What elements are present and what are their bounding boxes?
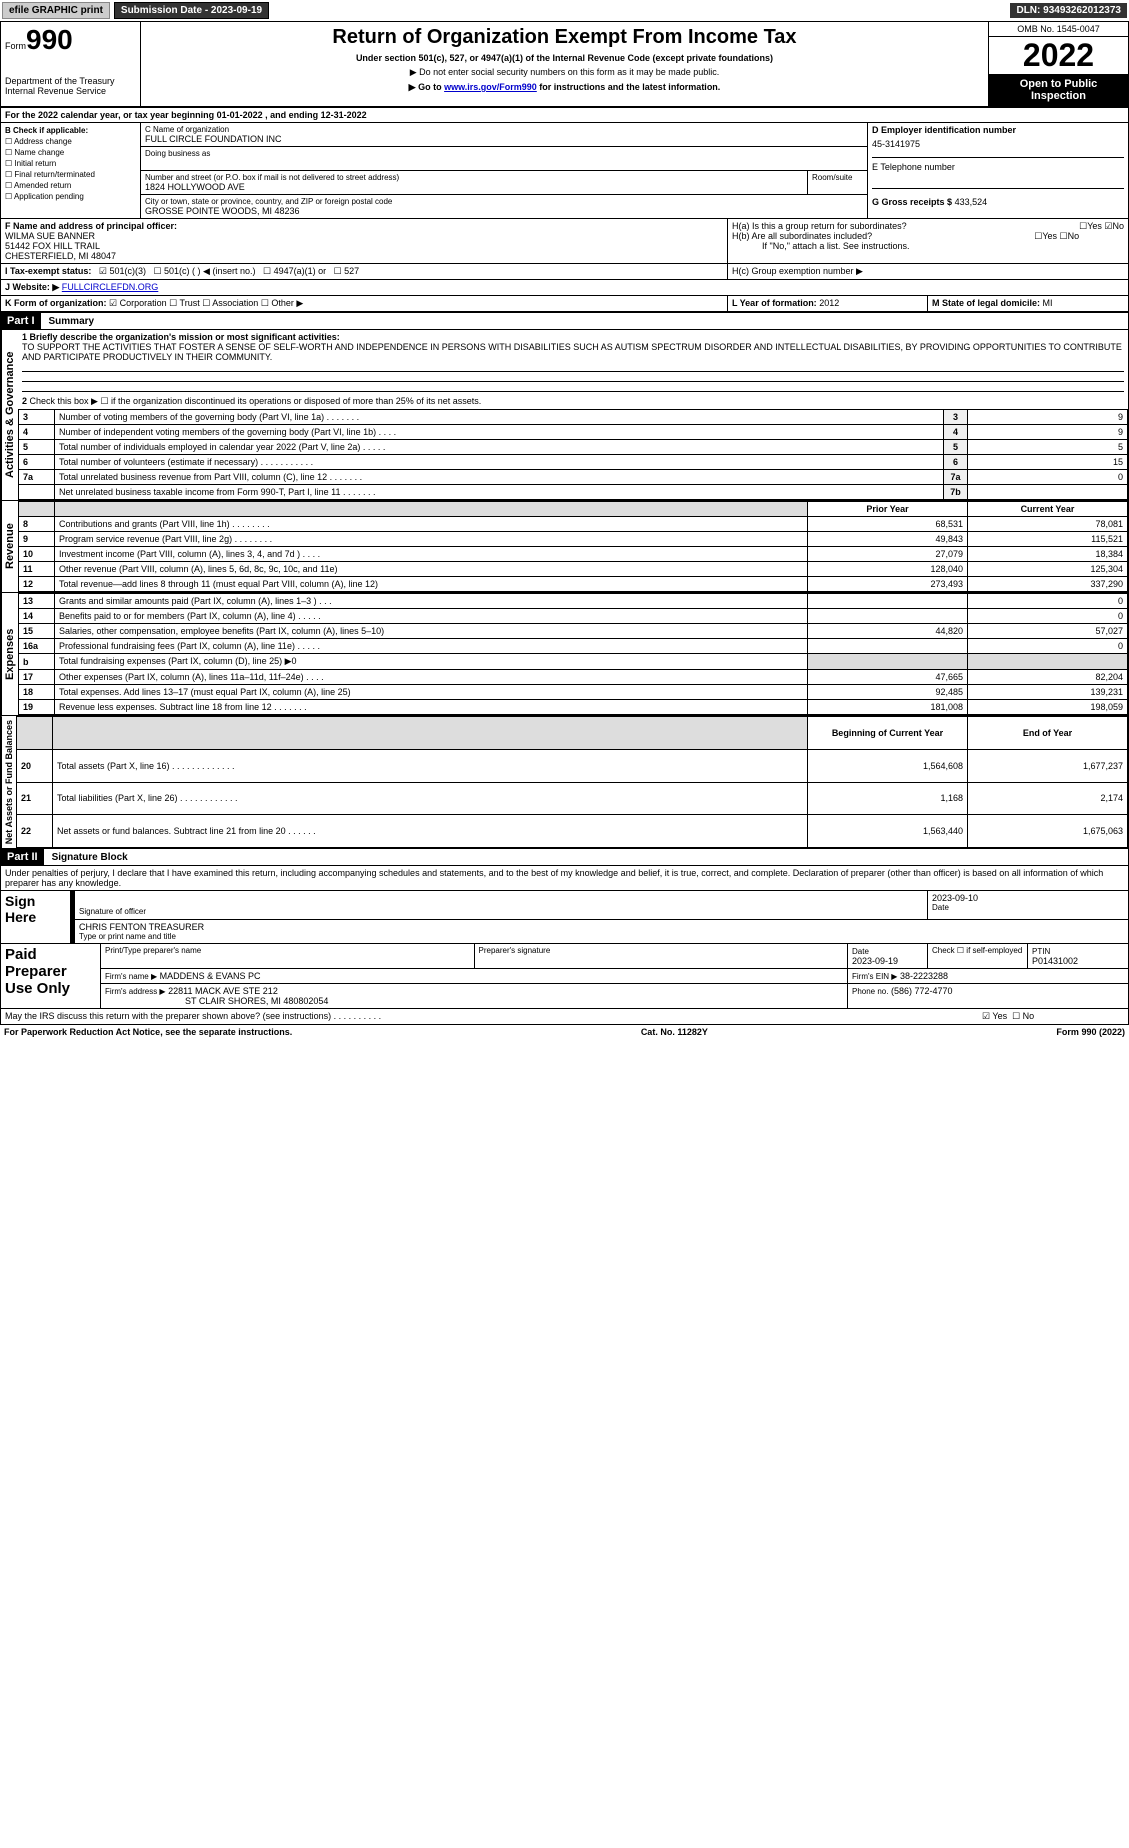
year-box: OMB No. 1545-0047 2022 Open to Public In… — [988, 22, 1128, 106]
section-h: H(a) Is this a group return for subordin… — [728, 219, 1128, 263]
table-ag: 3Number of voting members of the governi… — [18, 409, 1128, 500]
table-revenue: Prior YearCurrent Year8Contributions and… — [18, 501, 1128, 592]
section-f: F Name and address of principal officer:… — [1, 219, 728, 263]
form-title-box: Return of Organization Exempt From Incom… — [141, 22, 988, 106]
section-activities-governance: Activities & Governance — [1, 330, 18, 500]
section-c: C Name of organization FULL CIRCLE FOUND… — [141, 123, 868, 218]
submission-date: Submission Date - 2023-09-19 — [114, 2, 269, 19]
efile-label: efile GRAPHIC print — [2, 2, 110, 19]
section-deg: D Employer identification number 45-3141… — [868, 123, 1128, 218]
section-net-assets: Net Assets or Fund Balances — [1, 716, 16, 848]
section-m: M State of legal domicile: MI — [928, 296, 1128, 311]
line-1: 1 Briefly describe the organization's mi… — [18, 330, 1128, 394]
section-expenses: Expenses — [1, 593, 18, 715]
section-l: L Year of formation: 2012 — [728, 296, 928, 311]
part1-header: Part I Summary — [1, 312, 1128, 330]
sign-here: Sign Here — [1, 891, 71, 943]
irs-link[interactable]: www.irs.gov/Form990 — [444, 82, 537, 92]
section-i: I Tax-exempt status: ☑ 501(c)(3) ☐ 501(c… — [1, 264, 728, 279]
line-a: For the 2022 calendar year, or tax year … — [1, 108, 1128, 123]
table-net: Beginning of Current YearEnd of Year20To… — [16, 716, 1128, 848]
efile-header: efile GRAPHIC print Submission Date - 20… — [0, 0, 1129, 21]
part2-header: Part II Signature Block — [1, 848, 1128, 866]
paid-preparer: Paid Preparer Use Only — [1, 944, 101, 1008]
section-k: K Form of organization: ☑ Corporation ☐ … — [1, 296, 728, 311]
section-b: B Check if applicable: ☐ Address change … — [1, 123, 141, 218]
section-j: J Website: ▶ FULLCIRCLEFDN.ORG — [1, 280, 1128, 295]
hc: H(c) Group exemption number ▶ — [728, 264, 1128, 279]
declaration: Under penalties of perjury, I declare th… — [1, 866, 1128, 890]
form-id-box: Form990 Department of the Treasury Inter… — [1, 22, 141, 106]
line-2: 2 Check this box ▶ ☐ if the organization… — [18, 394, 1128, 409]
footer: For Paperwork Reduction Act Notice, see … — [0, 1025, 1129, 1039]
website-link[interactable]: FULLCIRCLEFDN.ORG — [62, 282, 159, 292]
section-revenue: Revenue — [1, 501, 18, 592]
dln: DLN: 93493262012373 — [1010, 3, 1127, 18]
table-expenses: 13Grants and similar amounts paid (Part … — [18, 593, 1128, 715]
form-990: Form990 Department of the Treasury Inter… — [0, 21, 1129, 1025]
